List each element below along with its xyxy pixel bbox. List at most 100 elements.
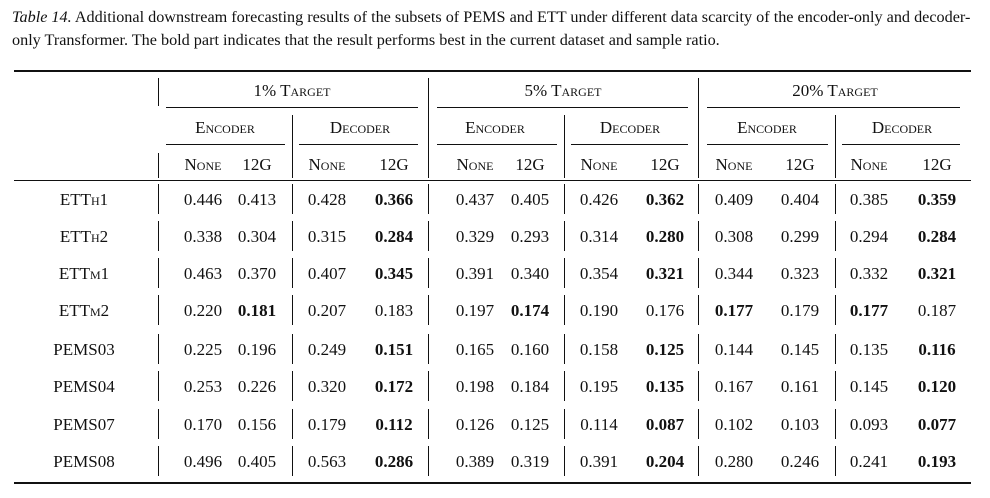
table-cell: 0.332: [849, 264, 889, 283]
header-separator: [292, 115, 293, 178]
table-cell: 0.407: [307, 264, 347, 283]
dataset-name: ETTh2: [59, 227, 109, 246]
row-separator: [835, 258, 836, 288]
row-separator: [428, 409, 429, 439]
architecture-label: Decoder: [871, 118, 933, 137]
row-separator: [564, 295, 565, 325]
row-separator: [698, 258, 699, 288]
table-cell: 0.338: [183, 227, 223, 246]
dataset-name: PEMS04: [53, 377, 115, 396]
pretrained-label: 12G: [650, 155, 680, 174]
table-cell: 0.354: [579, 264, 619, 283]
table-cell: 0.293: [510, 227, 550, 246]
row-separator: [292, 184, 293, 214]
dataset-name: ETTh1: [59, 190, 109, 209]
pretrained-label: None: [456, 155, 494, 174]
table-cell: 0.176: [645, 301, 685, 320]
table-cell: 0.125: [645, 340, 685, 359]
table-caption: Table 14. Additional downstream forecast…: [12, 6, 980, 51]
table-cell: 0.253: [183, 377, 223, 396]
row-separator: [698, 295, 699, 325]
table-cell: 0.320: [307, 377, 347, 396]
table-cell: 0.446: [183, 190, 223, 209]
architecture-label: Encoder: [465, 118, 525, 137]
table-cell: 0.345: [374, 264, 414, 283]
row-separator: [292, 295, 293, 325]
bottom-rule: [14, 482, 971, 484]
dataset-name: ETTm1: [58, 264, 110, 283]
row-separator: [698, 446, 699, 476]
table-cell: 0.195: [579, 377, 619, 396]
table-cell: 0.184: [510, 377, 550, 396]
table-cell: 0.280: [714, 452, 754, 471]
table-cell: 0.204: [645, 452, 685, 471]
header-separator: [158, 78, 159, 106]
table-cell: 0.405: [237, 452, 277, 471]
table-cell: 0.151: [374, 340, 414, 359]
architecture-underline: [299, 144, 418, 145]
header-separator: [698, 153, 699, 178]
row-separator: [835, 334, 836, 364]
table-cell: 0.340: [510, 264, 550, 283]
row-separator: [564, 184, 565, 214]
table-cell: 0.181: [237, 301, 277, 320]
row-separator: [292, 258, 293, 288]
table-cell: 0.135: [645, 377, 685, 396]
table-cell: 0.145: [849, 377, 889, 396]
table-cell: 0.193: [917, 452, 957, 471]
table-cell: 0.405: [510, 190, 550, 209]
table-cell: 0.496: [183, 452, 223, 471]
table-cell: 0.413: [237, 190, 277, 209]
table-cell: 0.112: [375, 415, 413, 434]
header-separator: [428, 78, 429, 178]
row-separator: [292, 221, 293, 251]
header-rule: [14, 180, 971, 181]
architecture-label: Encoder: [195, 118, 255, 137]
table-cell: 0.321: [645, 264, 685, 283]
table-cell: 0.126: [455, 415, 495, 434]
table-cell: 0.179: [307, 415, 347, 434]
scenario-underline: [166, 107, 418, 108]
table-cell: 0.156: [237, 415, 277, 434]
architecture-underline: [166, 144, 285, 145]
table-cell: 0.144: [714, 340, 754, 359]
table-cell: 0.093: [849, 415, 889, 434]
dataset-name: PEMS08: [53, 452, 115, 471]
table-cell: 0.286: [374, 452, 414, 471]
table-cell: 0.125: [510, 415, 550, 434]
row-separator: [564, 371, 565, 401]
table-cell: 0.187: [917, 301, 957, 320]
header-separator: [564, 115, 565, 178]
table-cell: 0.284: [374, 227, 414, 246]
row-separator: [428, 258, 429, 288]
top-rule: [14, 70, 971, 72]
table-cell: 0.437: [455, 190, 495, 209]
row-separator: [292, 446, 293, 476]
scenario-underline: [707, 107, 960, 108]
row-separator: [564, 258, 565, 288]
header-separator: [428, 153, 429, 178]
table-cell: 0.323: [780, 264, 820, 283]
row-separator: [158, 258, 159, 288]
table-cell: 0.114: [580, 415, 618, 434]
row-separator: [698, 371, 699, 401]
table-cell: 0.225: [183, 340, 223, 359]
pretrained-label: 12G: [922, 155, 952, 174]
table-cell: 0.172: [374, 377, 414, 396]
table-cell: 0.362: [645, 190, 685, 209]
table-cell: 0.077: [917, 415, 957, 434]
architecture-underline: [842, 144, 960, 145]
table-cell: 0.409: [714, 190, 754, 209]
architecture-label: Encoder: [737, 118, 797, 137]
architecture-label: Decoder: [329, 118, 391, 137]
caption-text: Additional downstream forecasting result…: [12, 8, 971, 49]
row-separator: [428, 446, 429, 476]
scenario-underline: [437, 107, 688, 108]
dataset-name: PEMS03: [53, 340, 115, 359]
table-cell: 0.321: [917, 264, 957, 283]
table-cell: 0.102: [714, 415, 754, 434]
table-cell: 0.294: [849, 227, 889, 246]
row-separator: [698, 409, 699, 439]
table-cell: 0.190: [579, 301, 619, 320]
table-cell: 0.329: [455, 227, 495, 246]
